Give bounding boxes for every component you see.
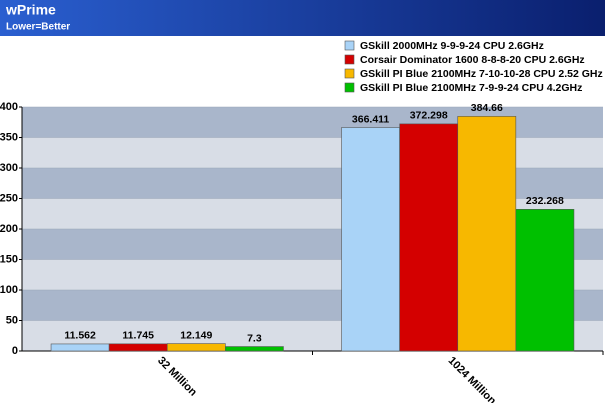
header-band	[0, 0, 605, 36]
bar	[166, 343, 226, 352]
bar	[225, 346, 284, 352]
plot-area: 0 50 100 150 200 250 300 350 400 32 Million 11.562…	[0, 40, 604, 403]
legend-swatch	[344, 54, 355, 65]
legend-label: GSkill PI Blue 2100MHz 7-10-10-28 CPU 2.…	[360, 68, 603, 80]
y-tick-label: 100	[0, 284, 18, 296]
data-label: 11.745	[122, 330, 154, 342]
chart-title: wPrime	[5, 2, 56, 18]
chart-subtitle: Lower=Better	[6, 22, 70, 33]
bar	[341, 127, 400, 352]
data-label: 232.268	[526, 195, 564, 207]
legend-swatch	[344, 68, 355, 79]
y-tick-label: 350	[0, 131, 18, 143]
x-tick-label: 32 Million	[155, 355, 199, 399]
y-tick-label: 0	[12, 345, 18, 357]
y-tick-label: 150	[0, 253, 18, 265]
legend-label: Corsair Dominator 1600 8-8-8-20 CPU 2.6G…	[360, 54, 585, 66]
legend-label: GSkill 2000MHz 9-9-9-24 CPU 2.6GHz	[360, 40, 544, 52]
bar	[457, 116, 517, 352]
y-tick-label: 50	[6, 314, 18, 326]
bar	[50, 343, 110, 352]
data-label: 384.66	[471, 102, 503, 114]
data-label: 366.411	[352, 113, 390, 125]
y-tick-label: 250	[0, 192, 18, 204]
legend-label: GSkill PI Blue 2100MHz 7-9-9-24 CPU 4.2G…	[360, 82, 582, 94]
legend-swatch	[344, 82, 355, 93]
x-tick-label: 1024 Million	[446, 355, 499, 403]
y-tick-label: 200	[0, 223, 18, 235]
legend-swatch	[344, 40, 355, 51]
y-tick-label: 300	[0, 162, 18, 174]
data-label: 12.149	[180, 329, 212, 341]
data-label: 372.298	[410, 110, 448, 122]
bar	[515, 209, 575, 352]
data-label: 11.562	[64, 330, 96, 342]
bar	[399, 123, 459, 352]
bar	[108, 343, 168, 352]
y-tick-label: 400	[0, 101, 18, 113]
data-label: 7.3	[247, 332, 262, 344]
